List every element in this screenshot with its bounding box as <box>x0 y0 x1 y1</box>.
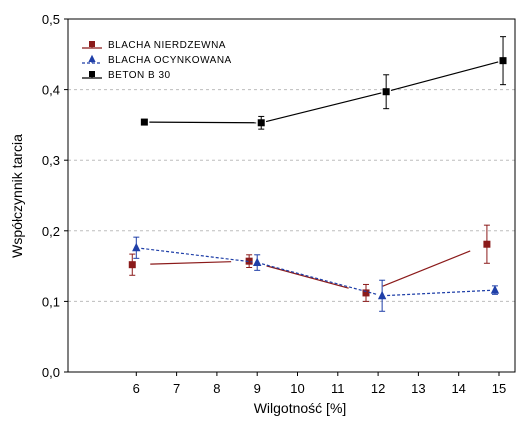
y-tick-label: 0,1 <box>42 294 60 309</box>
series <box>128 224 491 302</box>
legend-label: BLACHA NIERDZEWNA <box>108 40 226 51</box>
legend: BLACHA NIERDZEWNA BLACHA OCYNKOWANA BETON … <box>82 40 232 81</box>
y-tick-label: 0,2 <box>42 224 60 239</box>
series-line <box>390 61 499 92</box>
y-tick-label: 0,3 <box>42 153 60 168</box>
y-tick-label: 0,4 <box>42 83 60 98</box>
data-point <box>253 257 262 267</box>
data-point <box>132 242 141 252</box>
x-tick-label: 14 <box>451 381 465 396</box>
x-tick-label: 12 <box>371 381 385 396</box>
data-point <box>499 57 507 65</box>
series-line <box>141 247 253 263</box>
series-line <box>149 121 257 124</box>
series-line <box>265 92 382 123</box>
data-point <box>140 118 148 126</box>
data-point <box>89 71 95 77</box>
series-line <box>387 289 491 297</box>
series <box>140 36 507 130</box>
data-point <box>128 261 136 269</box>
data-point <box>377 290 387 300</box>
series <box>132 236 500 312</box>
x-tick-label: 11 <box>331 381 345 396</box>
x-tick-label: 10 <box>290 381 304 396</box>
axis-ticks: 0,0 0,1 0,2 0,3 0,4 0,5 6 7 8 9 10 11 12 13 14 15 <box>42 12 506 396</box>
data-point <box>88 54 96 62</box>
data-point <box>257 119 265 127</box>
series-line <box>382 250 471 287</box>
data-point <box>382 88 390 96</box>
y-tick-label: 0,5 <box>42 12 60 27</box>
x-tick-label: 9 <box>254 381 261 396</box>
data-point <box>362 289 370 297</box>
x-tick-label: 8 <box>213 381 220 396</box>
data-point <box>245 257 253 265</box>
y-axis-title: Współczynnik tarcia <box>9 134 25 258</box>
grid-lines <box>68 89 515 302</box>
x-tick-label: 7 <box>173 381 180 396</box>
x-axis-title: Wilgotność [%] <box>254 400 347 416</box>
series-line <box>150 261 232 265</box>
series-layer <box>128 36 507 312</box>
x-tick-label: 13 <box>411 381 425 396</box>
x-tick-label: 6 <box>133 381 140 396</box>
x-tick-label: 15 <box>492 381 506 396</box>
legend-label: BLACHA OCYNKOWANA <box>108 55 232 66</box>
data-point <box>490 285 500 294</box>
plot-frame <box>67 18 516 373</box>
series-line <box>261 263 378 296</box>
y-tick-label: 0,0 <box>42 365 60 380</box>
data-point <box>89 41 95 47</box>
legend-label: BETON B 30 <box>108 70 171 81</box>
data-point <box>483 240 491 248</box>
series-line <box>266 265 349 289</box>
